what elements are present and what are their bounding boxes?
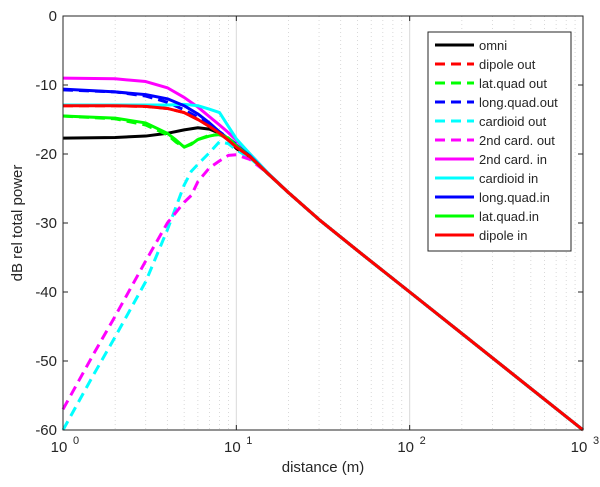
y-tick-label: -60: [35, 422, 57, 439]
legend: omni dipole out lat.quad out long.quad.out c…: [427, 31, 572, 252]
series-group: [61, 76, 584, 432]
x-tick-label: 10: [51, 439, 68, 456]
legend-label: dipole in: [479, 228, 527, 243]
legend-label: 2nd card. in: [479, 152, 547, 167]
x-tick-label-exponent: 1: [246, 435, 252, 447]
legend-label: long.quad.out: [479, 95, 558, 110]
x-tick-label: 10: [224, 439, 241, 456]
y-tick-label: -50: [35, 353, 57, 370]
x-tick-label: 10: [397, 439, 414, 456]
legend-label: long.quad.in: [479, 190, 550, 205]
legend-label: lat.quad out: [479, 76, 547, 91]
x-tick-label: 10: [571, 439, 588, 456]
y-tick-label: 0: [49, 8, 57, 25]
x-tick-label-exponent: 3: [593, 435, 599, 447]
legend-label: dipole out: [479, 57, 536, 72]
axes: 10 0 10 1 10 2 10 3 0 -10 -20 -30 -40 -50 -60: [35, 8, 599, 456]
legend-label: cardioid out: [479, 114, 547, 129]
series-line: [63, 104, 584, 432]
legend-label: lat.quad.in: [479, 209, 539, 224]
x-tick-label-exponent: 0: [73, 435, 79, 447]
legend-label: 2nd card. out: [479, 133, 555, 148]
y-tick-label: -20: [35, 146, 57, 163]
x-axis-label: distance (m): [282, 459, 365, 476]
y-axis-label: dB rel total power: [9, 165, 26, 282]
legend-label: cardioid in: [479, 171, 538, 186]
y-tick-label: -40: [35, 284, 57, 301]
legend-label: omni: [479, 38, 507, 53]
y-tick-label: -30: [35, 215, 57, 232]
x-tick-label-exponent: 2: [420, 435, 426, 447]
y-tick-label: -10: [35, 77, 57, 94]
